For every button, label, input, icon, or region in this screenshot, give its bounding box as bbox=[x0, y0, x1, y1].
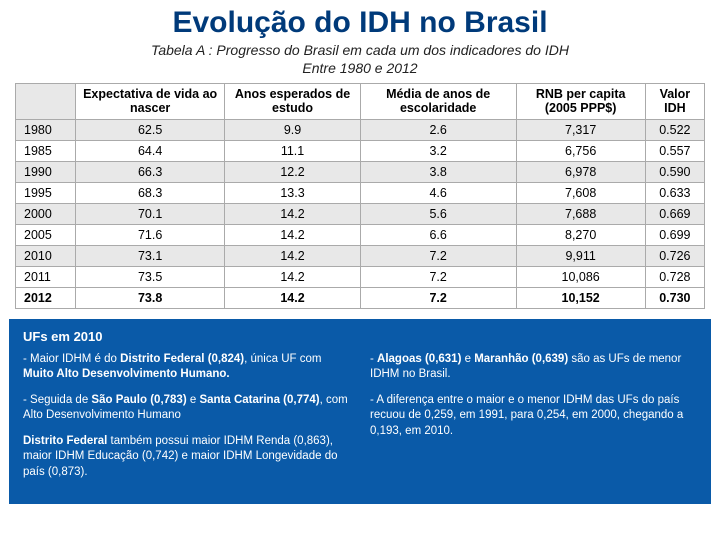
info-item: - Maior IDHM é do Distrito Federal (0,82… bbox=[23, 352, 350, 383]
value-cell: 14.2 bbox=[225, 266, 360, 287]
caption-line-1: Tabela A : Progresso do Brasil em cada u… bbox=[151, 42, 569, 58]
info-item: - A diferença entre o maior e o menor ID… bbox=[370, 393, 697, 440]
info-heading: UFs em 2010 bbox=[23, 329, 697, 344]
year-cell: 1985 bbox=[16, 140, 76, 161]
table-header-row: Expectativa de vida ao nascer Anos esper… bbox=[16, 84, 705, 120]
col-header: Anos esperados de estudo bbox=[225, 84, 360, 120]
year-cell: 2010 bbox=[16, 245, 76, 266]
col-header: Valor IDH bbox=[645, 84, 704, 120]
value-cell: 0.590 bbox=[645, 161, 704, 182]
uf-info-panel: UFs em 2010 - Maior IDHM é do Distrito F… bbox=[9, 319, 711, 505]
table-row: 198062.59.92.67,3170.522 bbox=[16, 119, 705, 140]
value-cell: 8,270 bbox=[516, 224, 645, 245]
value-cell: 73.8 bbox=[76, 287, 225, 308]
value-cell: 14.2 bbox=[225, 203, 360, 224]
value-cell: 6.6 bbox=[360, 224, 516, 245]
info-item: Distrito Federal também possui maior IDH… bbox=[23, 434, 350, 481]
value-cell: 66.3 bbox=[76, 161, 225, 182]
value-cell: 0.669 bbox=[645, 203, 704, 224]
value-cell: 2.6 bbox=[360, 119, 516, 140]
value-cell: 0.726 bbox=[645, 245, 704, 266]
value-cell: 12.2 bbox=[225, 161, 360, 182]
page-title: Evolução do IDH no Brasil bbox=[0, 0, 720, 42]
value-cell: 10,152 bbox=[516, 287, 645, 308]
value-cell: 6,756 bbox=[516, 140, 645, 161]
value-cell: 14.2 bbox=[225, 245, 360, 266]
value-cell: 73.1 bbox=[76, 245, 225, 266]
value-cell: 62.5 bbox=[76, 119, 225, 140]
value-cell: 0.557 bbox=[645, 140, 704, 161]
value-cell: 7.2 bbox=[360, 287, 516, 308]
col-header: Média de anos de escolaridade bbox=[360, 84, 516, 120]
table-row: 201273.814.27.210,1520.730 bbox=[16, 287, 705, 308]
info-item: - Alagoas (0,631) e Maranhão (0,639) são… bbox=[370, 352, 697, 383]
info-columns: - Maior IDHM é do Distrito Federal (0,82… bbox=[23, 352, 697, 491]
table-row: 198564.411.13.26,7560.557 bbox=[16, 140, 705, 161]
year-cell: 2011 bbox=[16, 266, 76, 287]
value-cell: 10,086 bbox=[516, 266, 645, 287]
header-empty bbox=[16, 84, 76, 120]
value-cell: 64.4 bbox=[76, 140, 225, 161]
caption-line-2: Entre 1980 e 2012 bbox=[302, 60, 417, 76]
col-header: Expectativa de vida ao nascer bbox=[76, 84, 225, 120]
col-header: RNB per capita (2005 PPP$) bbox=[516, 84, 645, 120]
table-body: 198062.59.92.67,3170.522198564.411.13.26… bbox=[16, 119, 705, 308]
value-cell: 11.1 bbox=[225, 140, 360, 161]
value-cell: 7.2 bbox=[360, 266, 516, 287]
year-cell: 2012 bbox=[16, 287, 76, 308]
info-left-col: - Maior IDHM é do Distrito Federal (0,82… bbox=[23, 352, 350, 491]
year-cell: 1995 bbox=[16, 182, 76, 203]
value-cell: 6,978 bbox=[516, 161, 645, 182]
table-row: 200070.114.25.67,6880.669 bbox=[16, 203, 705, 224]
info-item: - Seguida de São Paulo (0,783) e Santa C… bbox=[23, 393, 350, 424]
value-cell: 70.1 bbox=[76, 203, 225, 224]
value-cell: 73.5 bbox=[76, 266, 225, 287]
value-cell: 0.522 bbox=[645, 119, 704, 140]
year-cell: 1990 bbox=[16, 161, 76, 182]
value-cell: 5.6 bbox=[360, 203, 516, 224]
table-row: 201073.114.27.29,9110.726 bbox=[16, 245, 705, 266]
value-cell: 0.730 bbox=[645, 287, 704, 308]
value-cell: 0.699 bbox=[645, 224, 704, 245]
value-cell: 7,688 bbox=[516, 203, 645, 224]
value-cell: 13.3 bbox=[225, 182, 360, 203]
value-cell: 0.633 bbox=[645, 182, 704, 203]
value-cell: 71.6 bbox=[76, 224, 225, 245]
year-cell: 1980 bbox=[16, 119, 76, 140]
value-cell: 9,911 bbox=[516, 245, 645, 266]
value-cell: 0.728 bbox=[645, 266, 704, 287]
idh-table: Expectativa de vida ao nascer Anos esper… bbox=[15, 83, 705, 309]
value-cell: 9.9 bbox=[225, 119, 360, 140]
table-row: 199568.313.34.67,6080.633 bbox=[16, 182, 705, 203]
value-cell: 7,608 bbox=[516, 182, 645, 203]
value-cell: 7.2 bbox=[360, 245, 516, 266]
value-cell: 3.8 bbox=[360, 161, 516, 182]
table-row: 200571.614.26.68,2700.699 bbox=[16, 224, 705, 245]
value-cell: 68.3 bbox=[76, 182, 225, 203]
value-cell: 14.2 bbox=[225, 287, 360, 308]
table-caption: Tabela A : Progresso do Brasil em cada u… bbox=[0, 42, 720, 77]
table-row: 201173.514.27.210,0860.728 bbox=[16, 266, 705, 287]
value-cell: 4.6 bbox=[360, 182, 516, 203]
value-cell: 14.2 bbox=[225, 224, 360, 245]
info-right-col: - Alagoas (0,631) e Maranhão (0,639) são… bbox=[370, 352, 697, 491]
value-cell: 3.2 bbox=[360, 140, 516, 161]
table-row: 199066.312.23.86,9780.590 bbox=[16, 161, 705, 182]
year-cell: 2005 bbox=[16, 224, 76, 245]
year-cell: 2000 bbox=[16, 203, 76, 224]
value-cell: 7,317 bbox=[516, 119, 645, 140]
